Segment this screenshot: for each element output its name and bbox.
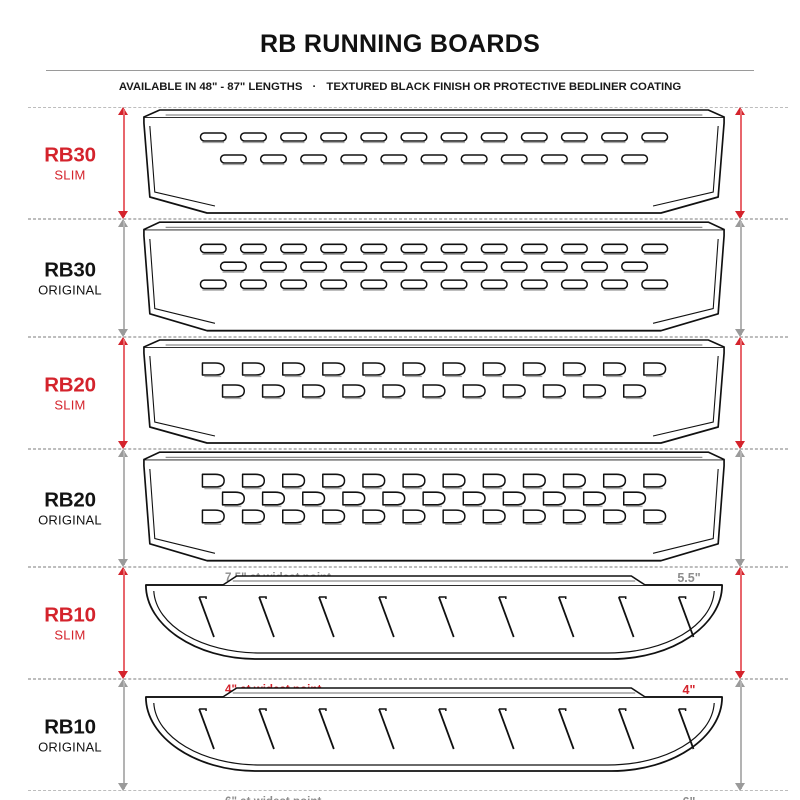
- guide-line-top: [28, 449, 788, 450]
- arrow-head-down-icon: [118, 783, 128, 791]
- product-label: RB30 ORIGINAL: [26, 259, 114, 296]
- width-dimension-arrow: 7.5" at widest point: [117, 449, 331, 584]
- product-variant: SLIM: [54, 626, 86, 642]
- guide-line-top: [28, 219, 788, 220]
- arrow-shaft: [740, 339, 742, 447]
- product-variant: SLIM: [54, 396, 86, 412]
- arrow-head-down-icon: [735, 441, 745, 449]
- arrow-head-down-icon: [735, 671, 745, 679]
- arrow-shaft: [740, 569, 742, 677]
- arrow-shaft: [123, 569, 125, 677]
- product-label: RB20 ORIGINAL: [26, 489, 114, 526]
- height-dimension-arrow: 6": [683, 679, 748, 800]
- guide-line-top: [28, 567, 788, 568]
- arrow-shaft: [740, 681, 742, 789]
- subtitle-separator: ·: [312, 81, 317, 93]
- height-dimension-arrow: 4.5": [677, 337, 748, 467]
- arrow-shaft: [123, 451, 125, 565]
- page-title: RB RUNNING BOARDS: [259, 30, 541, 58]
- board-illustration: [138, 219, 730, 337]
- guide-line-bottom: [28, 678, 788, 679]
- product-model: RB30: [44, 143, 96, 167]
- guide-line-bottom: [28, 790, 788, 791]
- arrow-shaft: [740, 109, 742, 217]
- product-row: RB10 ORIGINAL 6" at widest point 6": [0, 679, 800, 800]
- guide-line-top: [28, 337, 788, 338]
- product-label: RB10 ORIGINAL: [26, 716, 114, 753]
- product-row: RB30 ORIGINAL 7" at widest point 7": [0, 219, 800, 355]
- product-variant: ORIGINAL: [38, 738, 102, 754]
- arrow-shaft: [123, 221, 125, 335]
- product-row: RB20 ORIGINAL 7.5" at widest point 5.5": [0, 449, 800, 585]
- subtitle-lengths: AVAILABLE IN 48" - 87" LENGTHS: [118, 81, 303, 93]
- guide-line-bottom: [28, 448, 788, 449]
- arrow-shaft: [123, 681, 125, 789]
- height-dimension-arrow: 5.5": [677, 449, 748, 585]
- product-model: RB10: [44, 603, 96, 627]
- product-model: RB10: [44, 715, 96, 739]
- guide-line-top: [28, 679, 788, 680]
- arrow-head-down-icon: [118, 211, 128, 219]
- guide-line-bottom: [28, 218, 788, 219]
- arrow-shaft: [123, 339, 125, 447]
- product-row-list: RB30 SLIM 5" at widest point 5" RB30 ORI…: [0, 107, 800, 800]
- page-subtitle: AVAILABLE IN 48" - 87" LENGTHS · TEXTURE…: [0, 81, 800, 93]
- board-illustration: [138, 679, 730, 791]
- arrow-head-down-icon: [735, 783, 745, 791]
- guide-line-bottom: [28, 566, 788, 567]
- arrow-head-down-icon: [735, 559, 745, 567]
- height-dimension-arrow: 5": [683, 107, 748, 237]
- height-value: 6": [666, 795, 712, 800]
- height-value: 5.5": [677, 571, 701, 585]
- arrow-head-down-icon: [118, 559, 128, 567]
- product-variant: ORIGINAL: [38, 281, 102, 297]
- header-divider: [46, 70, 754, 71]
- width-dimension-arrow: 5" at widest point: [117, 107, 321, 236]
- height-dimension-arrow: 4": [683, 567, 748, 697]
- product-model: RB20: [44, 373, 96, 397]
- arrow-head-down-icon: [735, 329, 745, 337]
- board-illustration: [138, 107, 730, 219]
- width-dimension-arrow: 4" at widest point: [117, 567, 321, 696]
- guide-line-top: [28, 107, 788, 108]
- guide-line-bottom: [28, 336, 788, 337]
- product-label: RB20 SLIM: [26, 374, 114, 411]
- arrow-head-down-icon: [118, 329, 128, 337]
- arrow-shaft: [740, 451, 742, 565]
- width-dimension-arrow: 5.5" at widest point: [117, 337, 331, 466]
- board-illustration: [138, 337, 730, 449]
- height-value: 4": [682, 683, 696, 697]
- height-dimension-arrow: 7": [683, 219, 748, 355]
- arrow-head-down-icon: [118, 441, 128, 449]
- product-model: RB30: [44, 258, 96, 282]
- page-header: RB RUNNING BOARDS AVAILABLE IN 48" - 87"…: [0, 0, 800, 93]
- product-row: RB30 SLIM 5" at widest point 5": [0, 107, 800, 237]
- product-variant: SLIM: [54, 166, 86, 182]
- subtitle-finish: TEXTURED BLACK FINISH OR PROTECTIVE BEDL…: [326, 81, 682, 93]
- arrow-head-down-icon: [118, 671, 128, 679]
- width-dimension-arrow: 7" at widest point: [117, 219, 321, 354]
- product-label: RB30 SLIM: [26, 144, 114, 181]
- board-illustration: [138, 567, 730, 679]
- arrow-head-down-icon: [735, 211, 745, 219]
- product-row: RB20 SLIM 5.5" at widest point 4.5": [0, 337, 800, 467]
- width-dimension-arrow: 6" at widest point: [117, 679, 321, 800]
- arrow-shaft: [740, 221, 742, 335]
- product-label: RB10 SLIM: [26, 604, 114, 641]
- product-variant: ORIGINAL: [38, 511, 102, 527]
- board-illustration: [138, 449, 730, 567]
- product-model: RB20: [44, 488, 96, 512]
- width-caption: 6" at widest point: [225, 795, 321, 800]
- arrow-shaft: [123, 109, 125, 217]
- product-row: RB10 SLIM 4" at widest point 4": [0, 567, 800, 697]
